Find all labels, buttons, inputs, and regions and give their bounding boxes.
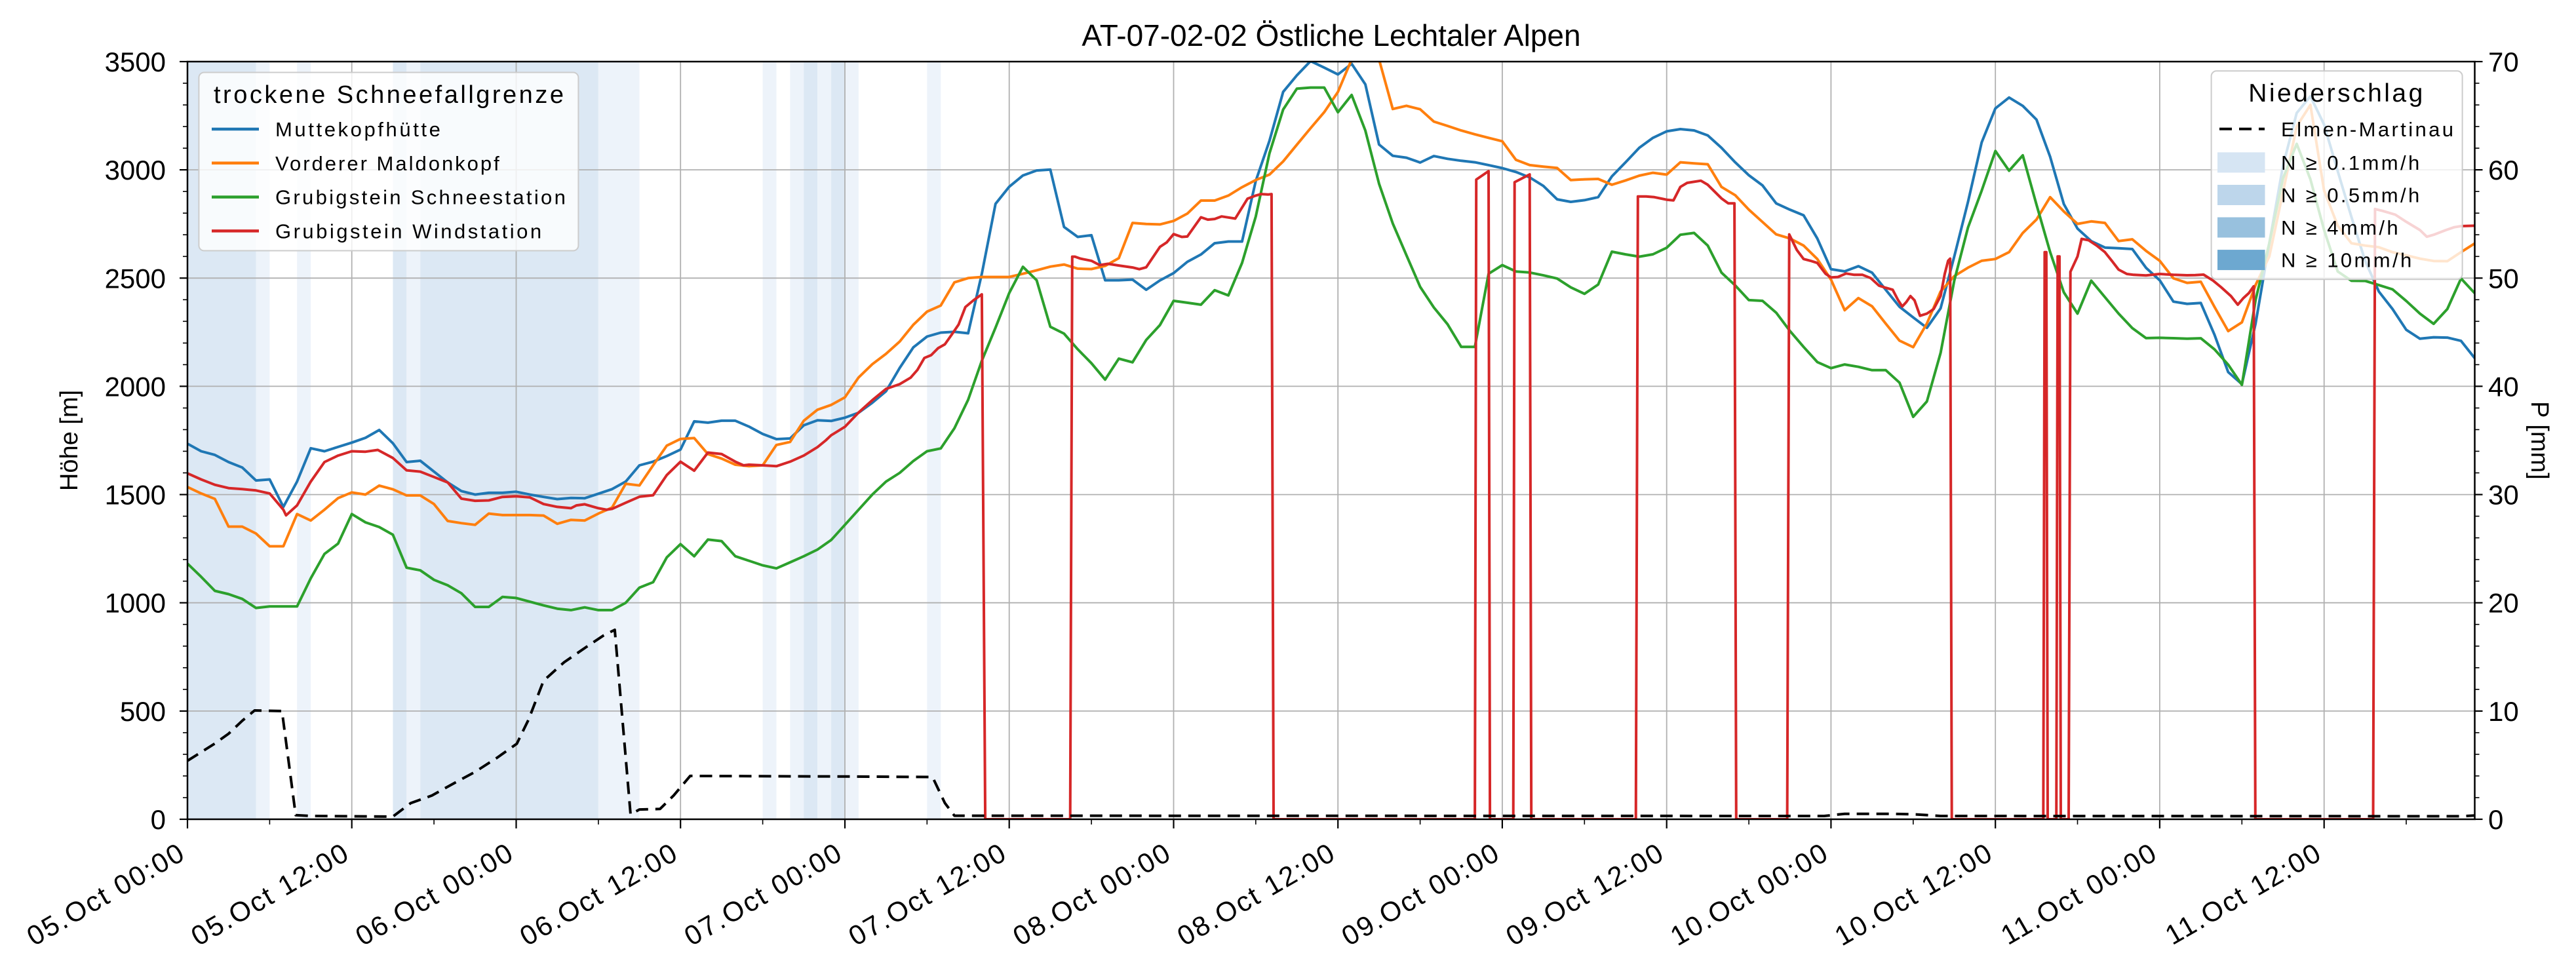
svg-text:Höhe [m]: Höhe [m] (56, 390, 83, 491)
svg-text:Niederschlag: Niederschlag (2248, 79, 2425, 107)
svg-text:trockene Schneefallgrenze: trockene Schneefallgrenze (214, 81, 566, 109)
svg-text:0: 0 (2488, 804, 2503, 835)
svg-text:40: 40 (2488, 371, 2519, 402)
svg-text:20: 20 (2488, 588, 2519, 619)
svg-text:AT-07-02-02 Östliche Lechtaler: AT-07-02-02 Östliche Lechtaler Alpen (1082, 18, 1580, 52)
svg-text:Elmen-Martinau: Elmen-Martinau (2281, 118, 2455, 141)
svg-text:3500: 3500 (105, 47, 166, 77)
svg-text:3000: 3000 (105, 155, 166, 185)
svg-text:2000: 2000 (105, 371, 166, 402)
svg-text:60: 60 (2488, 155, 2519, 185)
svg-text:70: 70 (2488, 47, 2519, 77)
svg-text:Grubigstein Schneestation: Grubigstein Schneestation (275, 186, 568, 209)
svg-text:10: 10 (2488, 696, 2519, 727)
svg-text:N ≥ 0.1mm/h: N ≥ 0.1mm/h (2281, 151, 2422, 174)
svg-text:N ≥ 0.5mm/h: N ≥ 0.5mm/h (2281, 184, 2422, 207)
svg-text:P [mm]: P [mm] (2526, 401, 2553, 480)
svg-text:Muttekopfhütte: Muttekopfhütte (275, 118, 442, 141)
svg-text:2500: 2500 (105, 263, 166, 294)
svg-text:500: 500 (120, 696, 166, 727)
svg-text:30: 30 (2488, 480, 2519, 511)
svg-text:1000: 1000 (105, 588, 166, 619)
svg-text:Grubigstein Windstation: Grubigstein Windstation (275, 220, 544, 242)
svg-text:1500: 1500 (105, 480, 166, 511)
svg-text:0: 0 (151, 804, 166, 835)
svg-text:50: 50 (2488, 263, 2519, 294)
svg-text:N ≥ 10mm/h: N ≥ 10mm/h (2281, 249, 2414, 272)
svg-text:N ≥ 4mm/h: N ≥ 4mm/h (2281, 216, 2400, 239)
svg-text:Vorderer Maldonkopf: Vorderer Maldonkopf (275, 152, 501, 175)
